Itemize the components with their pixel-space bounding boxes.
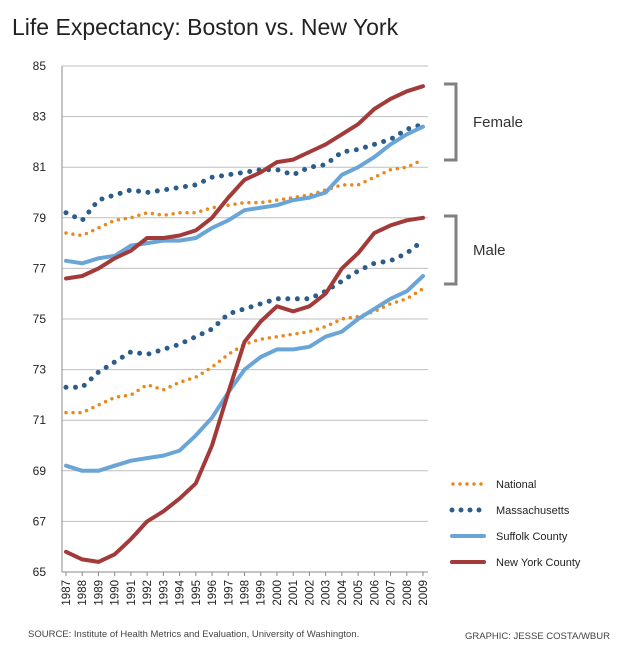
- y-tick-label: 71: [33, 413, 47, 427]
- legend: National Massachusetts Suffolk County New Y…: [449, 479, 581, 569]
- bracket: [444, 82, 458, 162]
- series-line-female-suffolk-county: [64, 124, 425, 266]
- y-tick-label: 77: [33, 261, 47, 275]
- x-tick-label: 2005: [353, 580, 365, 606]
- source-note: SOURCE: Institute of Health Metrics and …: [28, 629, 360, 640]
- y-tick-label: 73: [33, 363, 47, 377]
- y-tick-label: 75: [33, 312, 47, 326]
- series-line-female-national: [64, 157, 425, 238]
- x-tick-label: 1993: [158, 580, 170, 606]
- x-tick-label: 1990: [110, 580, 122, 606]
- series-line-male-massachusetts: [63, 238, 426, 390]
- x-tick-label: 2009: [418, 580, 430, 606]
- x-tick-label: 1989: [93, 580, 105, 606]
- legend-label: National: [496, 479, 536, 491]
- x-tick-label: 2003: [321, 580, 333, 606]
- chart-title: Life Expectancy: Boston vs. New York: [12, 14, 399, 40]
- series-line-male-national: [64, 286, 425, 415]
- y-tick-labels: 65 67 69 71 73 75 77 79 81 83 85: [33, 59, 47, 579]
- x-tick-label: 1995: [191, 580, 203, 606]
- y-tick-label: 85: [33, 59, 47, 73]
- series-line-male-suffolk-county: [64, 274, 425, 473]
- x-tick-label: 2002: [304, 580, 316, 606]
- x-tick-label: 1999: [256, 580, 268, 606]
- series-line-female-massachusetts: [63, 121, 426, 223]
- x-tick-label: 1998: [240, 580, 252, 606]
- x-tick-label: 2004: [337, 579, 349, 605]
- x-tick-label: 1992: [142, 580, 154, 606]
- x-tick-labels: 1987 1988 1989 1990 1991 1992 1993 1994 1995 1996…: [61, 572, 430, 606]
- x-tick-label: 1994: [175, 579, 187, 605]
- series-line-female-new-york-county: [64, 84, 425, 281]
- x-tick-label: 1988: [77, 580, 89, 606]
- group-label: Female: [473, 114, 523, 131]
- legend-label: Suffolk County: [496, 531, 568, 543]
- y-tick-label: 65: [33, 565, 47, 579]
- series-line-male-new-york-county: [64, 215, 425, 564]
- y-tick-label: 83: [33, 110, 47, 124]
- group-brackets: Female Male: [444, 82, 523, 286]
- series-layer: [63, 84, 426, 564]
- x-tick-label: 2008: [402, 580, 414, 606]
- y-tick-label: 81: [33, 160, 47, 174]
- y-tick-label: 67: [33, 514, 47, 528]
- x-tick-label: 2007: [386, 580, 398, 606]
- bracket: [444, 214, 458, 286]
- y-tick-label: 69: [33, 464, 47, 478]
- x-tick-label: 1997: [223, 580, 235, 606]
- x-tick-label: 2006: [369, 580, 381, 606]
- y-tick-label: 79: [33, 211, 47, 225]
- x-tick-label: 1987: [61, 580, 73, 606]
- graphic-credit: GRAPHIC: JESSE COSTA/WBUR: [465, 631, 610, 642]
- x-tick-label: 2001: [288, 580, 300, 606]
- x-tick-label: 1996: [207, 580, 219, 606]
- group-label: Male: [473, 242, 506, 259]
- legend-label: Massachusetts: [496, 505, 570, 517]
- legend-label: New York County: [496, 557, 581, 569]
- x-tick-label: 2000: [272, 580, 284, 606]
- x-tick-label: 1991: [126, 580, 138, 606]
- grid-layer: [61, 65, 428, 573]
